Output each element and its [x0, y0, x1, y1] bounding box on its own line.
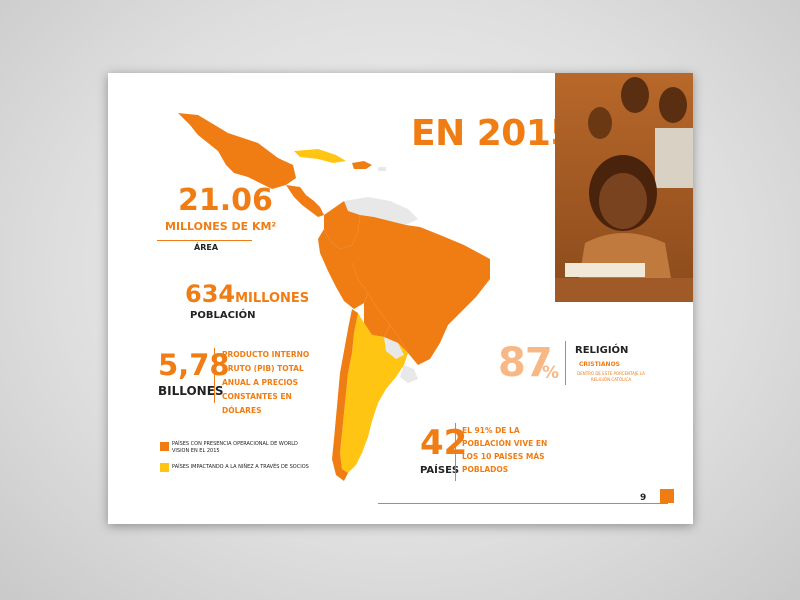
map-pr: [378, 167, 386, 171]
page-marker-square: [660, 489, 674, 503]
legend-operational-swatch: [160, 442, 169, 451]
gdp-unit: BILLONES: [158, 384, 224, 398]
population-number: 634: [185, 280, 236, 308]
map-hispaniola: [352, 161, 372, 169]
map-paraguay: [384, 325, 408, 353]
countries-divider: [455, 423, 456, 481]
religion-value: 87: [498, 340, 553, 386]
map-peru: [318, 229, 368, 309]
map-bolivia: [364, 293, 390, 337]
countries-value: 42: [420, 423, 468, 463]
legend-partners-swatch: [160, 463, 169, 472]
population-label: POBLACIÓN: [190, 310, 256, 321]
map-cuba: [294, 149, 346, 163]
countries-label: PAÍSES: [420, 465, 460, 476]
footer-divider: [378, 503, 668, 504]
page-number: 9: [640, 493, 647, 503]
children-photo: [555, 73, 693, 302]
population-unit: MILLONES: [235, 291, 310, 306]
religion-subtitle: CRISTIANOS: [579, 361, 620, 368]
area-unit: MILLONES DE KM²: [165, 220, 277, 233]
map-central-america: [286, 185, 324, 217]
area-label: ÁREA: [194, 243, 219, 252]
gdp-divider: [214, 348, 215, 403]
area-divider: [157, 240, 252, 241]
gdp-description: PRODUCTO INTERNO BRUTO (PIB) TOTAL ANUAL…: [222, 350, 310, 415]
religion-description: DENTRO DE ESTE PORCENTAJE LA RELIGIÓN CA…: [577, 371, 645, 382]
gdp-value: 5,78: [158, 348, 230, 382]
religion-divider: [565, 341, 566, 385]
map-colombia: [324, 201, 360, 249]
document-page: EN 2015... 21.06 MILLONES DE KM² ÁREA: [108, 73, 693, 524]
religion-unit: %: [542, 363, 560, 383]
legend-partners-label: PAÍSES IMPACTANDO A LA NIÑEZ A TRAVÉS DE…: [172, 464, 309, 470]
map-grey-region: [384, 337, 404, 359]
map-chile: [332, 309, 358, 481]
photo-illustration: [555, 73, 693, 302]
religion-title: RELIGIÓN: [575, 345, 629, 356]
countries-description: EL 91% DE LA POBLACIÓN VIVE EN LOS 10 PA…: [462, 426, 548, 474]
latin-america-map: [178, 113, 490, 481]
map-venezuela: [344, 197, 418, 225]
area-value: 21.06: [178, 183, 273, 218]
map-mexico: [178, 113, 296, 189]
population-value: 634MILLONES: [185, 280, 309, 308]
map-uruguay: [400, 365, 418, 383]
map-brazil: [352, 215, 490, 365]
legend-operational-label: PAÍSES CON PRESENCIA OPERACIONAL DE WORL…: [172, 441, 298, 454]
